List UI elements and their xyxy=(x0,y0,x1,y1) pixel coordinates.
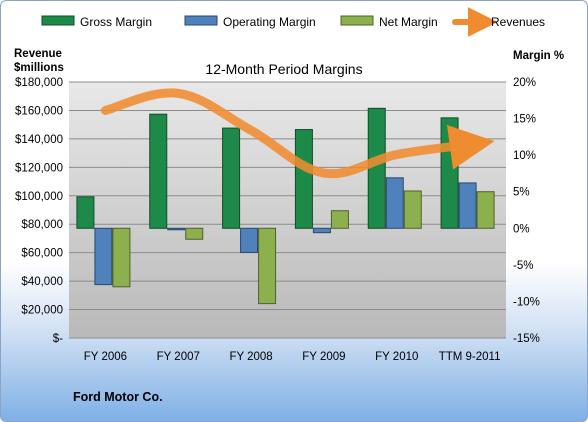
right-tick-label: 15% xyxy=(513,114,536,126)
x-tick-label: FY 2007 xyxy=(157,351,200,363)
bar-net-margin xyxy=(258,227,277,305)
left-tick-label: $40,000 xyxy=(21,276,63,288)
left-tick-label: $60,000 xyxy=(21,248,63,260)
left-tick-label: $180,000 xyxy=(15,77,63,89)
bar-net-margin xyxy=(330,210,349,229)
right-tick-label: -15% xyxy=(513,333,540,345)
bar-gross-margin xyxy=(367,107,386,229)
bar-gross-margin xyxy=(294,129,313,229)
bar-operating-margin xyxy=(167,227,186,231)
x-tick-label: FY 2010 xyxy=(375,351,418,363)
gridlines xyxy=(69,81,506,339)
bar-gross-margin xyxy=(149,113,168,229)
bar-gross-margin xyxy=(440,117,459,229)
bar-net-margin xyxy=(476,191,495,229)
left-tick-label: $140,000 xyxy=(15,134,63,146)
right-tick-label: -10% xyxy=(513,296,540,308)
bar-net-margin xyxy=(112,227,131,288)
legend-swatch-gross-margin xyxy=(41,15,75,26)
bars xyxy=(76,107,495,305)
left-axis-title-line1: Revenue xyxy=(14,48,62,60)
legend-label: Revenues xyxy=(491,15,545,29)
bar-operating-margin xyxy=(385,177,404,229)
legend-label: Net Margin xyxy=(379,15,438,29)
company-name: Ford Motor Co. xyxy=(73,390,163,404)
left-axis-labels: $- $20,000 $40,000 $60,000 $80,000 $100,000 $1… xyxy=(15,77,63,345)
x-tick-label: TTM 9-2011 xyxy=(439,351,501,363)
left-tick-label: $120,000 xyxy=(15,162,63,174)
right-tick-label: 0% xyxy=(513,223,530,235)
legend-swatch-net-margin xyxy=(340,15,374,26)
legend: Gross Margin Operating Margin Net Margin Re… xyxy=(41,7,545,37)
x-tick-label: FY 2008 xyxy=(229,351,272,363)
right-axis-title: Margin % xyxy=(513,50,564,62)
plot-area xyxy=(69,82,506,338)
right-tick-label: -5% xyxy=(513,260,533,272)
right-tick-label: 5% xyxy=(513,187,530,199)
x-tick-label: FY 2009 xyxy=(302,351,345,363)
bar-gross-margin xyxy=(76,196,95,229)
revenues-line xyxy=(100,88,495,179)
bar-operating-margin xyxy=(458,182,477,229)
right-axis-labels: -15% -10% -5% 0% 5% 10% 15% 20% xyxy=(513,77,540,345)
revenue-line-group xyxy=(100,88,495,179)
left-tick-label: $20,000 xyxy=(21,305,63,317)
chart-title: 12-Month Period Margins xyxy=(205,61,362,77)
legend-label: Gross Margin xyxy=(80,15,152,29)
left-tick-label: $- xyxy=(53,333,63,345)
left-axis-title-line2: $millions xyxy=(14,62,64,74)
bar-gross-margin xyxy=(222,127,241,229)
left-tick-label: $80,000 xyxy=(21,219,63,231)
legend-swatch-operating-margin xyxy=(184,15,218,26)
left-tick-label: $160,000 xyxy=(15,105,63,117)
bar-operating-margin xyxy=(312,227,331,234)
bar-net-margin xyxy=(403,190,422,229)
bar-operating-margin xyxy=(94,227,113,286)
right-tick-label: 20% xyxy=(513,77,536,89)
right-tick-label: 10% xyxy=(513,150,536,162)
bar-operating-margin xyxy=(240,227,259,253)
legend-label: Operating Margin xyxy=(223,15,316,29)
x-axis-labels: FY 2006 FY 2007 FY 2008 FY 2009 FY 2010 TTM 9… xyxy=(84,351,501,363)
x-tick-label: FY 2006 xyxy=(84,351,127,363)
bar-net-margin xyxy=(185,227,204,240)
left-tick-label: $100,000 xyxy=(15,191,63,203)
